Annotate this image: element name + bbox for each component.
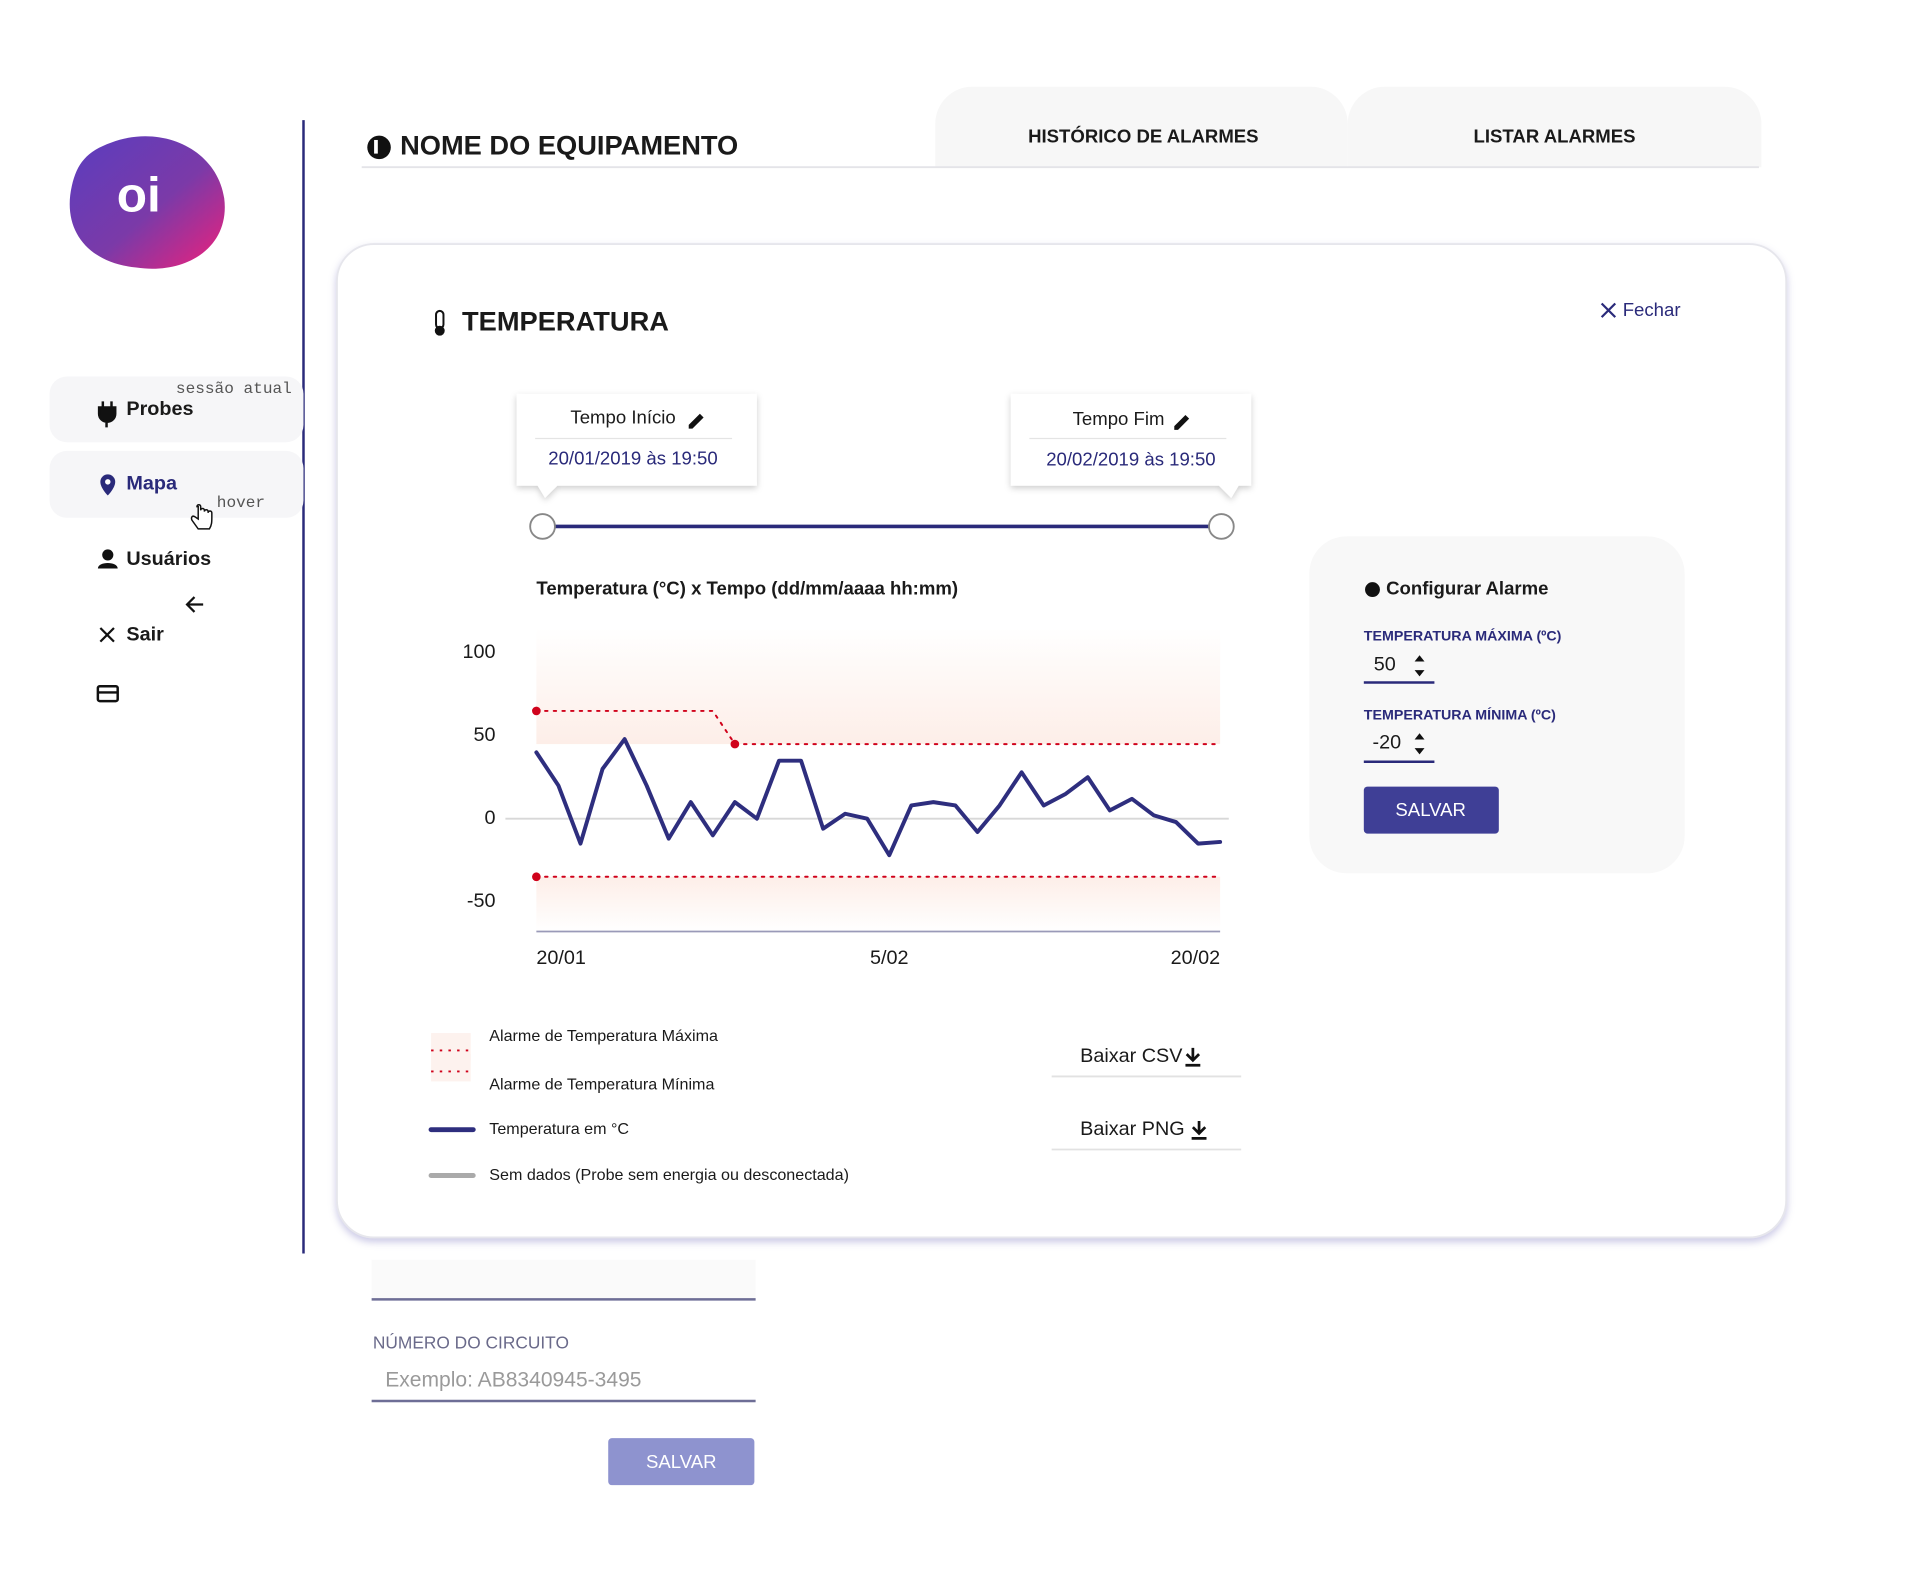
save-label[interactable]: SALVAR bbox=[646, 1451, 717, 1472]
save-button[interactable] bbox=[1363, 786, 1499, 834]
icon-hand bbox=[190, 504, 213, 530]
x-tick-label: 20/02 bbox=[1171, 947, 1221, 969]
nav-item[interactable]: Usuários bbox=[126, 548, 211, 570]
icon-edit[interactable] bbox=[688, 413, 704, 429]
save-button[interactable] bbox=[608, 1438, 755, 1486]
field-label: TEMPERATURA MÁXIMA (ºC) bbox=[1364, 627, 1562, 644]
threshold-point bbox=[532, 706, 541, 716]
hover-row bbox=[49, 450, 304, 518]
legend: Alarme de Temperatura Máxima Alarme de Te… bbox=[428, 1027, 849, 1184]
icon-download bbox=[1191, 1121, 1207, 1140]
chart: 100 50 0 -50 20/01 5/02 20/02 bbox=[462, 628, 1229, 969]
icon-equipment-mark bbox=[374, 139, 378, 154]
note: sessão atual bbox=[176, 380, 292, 398]
download-button[interactable]: Baixar PNG bbox=[1080, 1118, 1185, 1140]
tab[interactable] bbox=[935, 86, 1348, 168]
series-line bbox=[535, 709, 1222, 746]
field-value[interactable]: -20 bbox=[1372, 731, 1401, 753]
field-label: TEMPERATURA MÍNIMA (ºC) bbox=[1364, 707, 1556, 724]
x-tick-label: 20/01 bbox=[536, 947, 586, 969]
download-button[interactable]: Baixar CSV bbox=[1080, 1045, 1183, 1067]
icon-pin-dot bbox=[105, 479, 111, 485]
form: NÚMERO DO CIRCUITO Exemplo: AB8340945-34… bbox=[371, 1259, 756, 1486]
header: NOME DO EQUIPAMENTO HISTÓRICO DE ALARMES… bbox=[361, 86, 1762, 169]
card-title: TEMPERATURA bbox=[462, 306, 669, 337]
time-value[interactable]: 20/01/2019 às 19:50 bbox=[548, 447, 717, 468]
slider-handle[interactable] bbox=[1208, 513, 1235, 540]
series-line bbox=[534, 737, 1223, 858]
tooltip bbox=[1010, 393, 1252, 498]
icon-download bbox=[1185, 1047, 1201, 1067]
time-range: Tempo Início 20/01/2019 às 19:50 Tempo F… bbox=[516, 393, 1252, 540]
tab[interactable] bbox=[1347, 86, 1762, 168]
icon-back[interactable] bbox=[185, 596, 204, 613]
spinner[interactable] bbox=[1414, 655, 1425, 677]
y-tick-label: 100 bbox=[462, 641, 495, 663]
icon-equipment bbox=[367, 135, 391, 160]
field-value[interactable]: 50 bbox=[1374, 653, 1396, 675]
spinner[interactable] bbox=[1414, 733, 1425, 755]
x-tick-label: 5/02 bbox=[870, 947, 909, 969]
icon-user-body bbox=[97, 562, 118, 569]
tab-label[interactable]: LISTAR ALARMES bbox=[1474, 125, 1636, 146]
close-button[interactable]: Fechar bbox=[1623, 299, 1681, 320]
icon-pin bbox=[100, 474, 116, 496]
time-label: Tempo Início bbox=[570, 407, 675, 428]
tooltip-box bbox=[1010, 393, 1252, 498]
y-tick-label: 0 bbox=[484, 807, 495, 829]
sidebar: oi sessão atual Probes Mapa hover Usuári… bbox=[49, 120, 305, 1254]
save-label[interactable]: SALVAR bbox=[1395, 799, 1466, 820]
page-title: NOME DO EQUIPAMENTO bbox=[400, 130, 738, 161]
legend-label: Alarme de Temperatura Máxima bbox=[489, 1027, 718, 1045]
icon-plug bbox=[97, 401, 117, 428]
y-tick-label: 50 bbox=[473, 724, 495, 746]
panel-title: Configurar Alarme bbox=[1386, 578, 1548, 599]
nav-item[interactable]: Mapa bbox=[126, 473, 178, 495]
time-label: Tempo Fim bbox=[1073, 408, 1165, 429]
logo: oi bbox=[117, 167, 161, 222]
note: hover bbox=[217, 494, 265, 512]
slider-handle[interactable] bbox=[529, 513, 556, 540]
threshold-point bbox=[532, 872, 541, 882]
legend-swatch bbox=[431, 1054, 471, 1082]
input[interactable] bbox=[371, 1259, 756, 1300]
alarm-panel: Configurar Alarme TEMPERATURA MÁXIMA (ºC… bbox=[1309, 536, 1685, 874]
placeholder[interactable]: Exemplo: AB8340945-3495 bbox=[385, 1369, 641, 1392]
legend-label: Sem dados (Probe sem energia ou desconec… bbox=[489, 1166, 849, 1184]
alarm-zone bbox=[536, 628, 1221, 745]
legend-label: Temperatura em °C bbox=[489, 1120, 629, 1138]
field-label: NÚMERO DO CIRCUITO bbox=[373, 1333, 569, 1353]
icon-user bbox=[102, 549, 114, 561]
logo-blob bbox=[69, 136, 225, 269]
icon-alert bbox=[1365, 582, 1380, 598]
icon-thermo-bulb bbox=[434, 325, 445, 336]
chart-title: Temperatura (°C) x Tempo (dd/mm/aaaa hh:… bbox=[536, 578, 958, 599]
nav-item[interactable]: Sair bbox=[126, 624, 164, 646]
nav-item[interactable]: Probes bbox=[126, 398, 193, 420]
time-value[interactable]: 20/02/2019 às 19:50 bbox=[1046, 449, 1215, 470]
tab-label[interactable]: HISTÓRICO DE ALARMES bbox=[1028, 125, 1259, 146]
downloads: Baixar CSV Baixar PNG bbox=[1051, 1045, 1242, 1151]
y-tick-label: -50 bbox=[467, 890, 496, 912]
legend-label: Alarme de Temperatura Mínima bbox=[489, 1075, 714, 1093]
alarm-zone bbox=[536, 876, 1221, 932]
threshold-point bbox=[730, 739, 740, 749]
icon-edit[interactable] bbox=[1174, 414, 1190, 430]
icon-close[interactable] bbox=[1600, 302, 1617, 318]
card-header: TEMPERATURA Fechar bbox=[434, 299, 1681, 337]
icon-close bbox=[99, 627, 115, 643]
active-row bbox=[49, 376, 304, 443]
